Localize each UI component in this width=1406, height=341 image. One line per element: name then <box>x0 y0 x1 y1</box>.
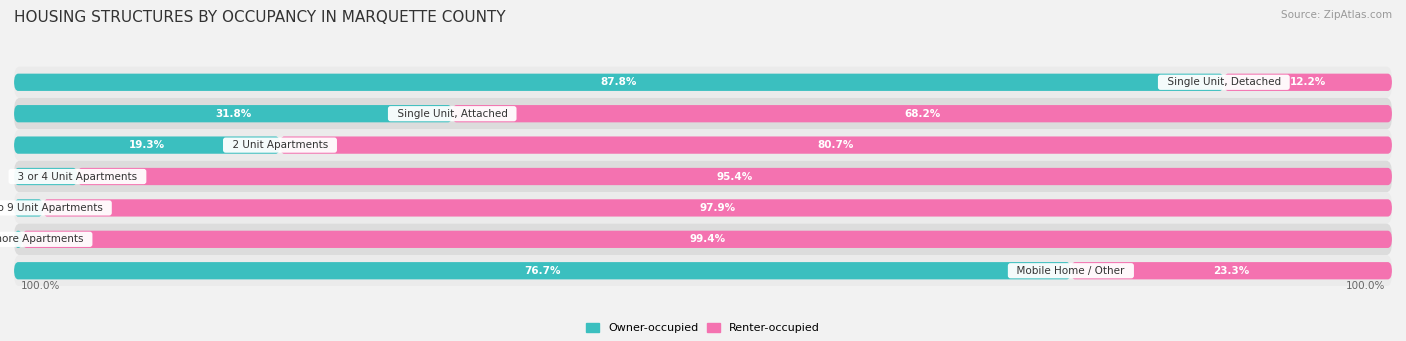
FancyBboxPatch shape <box>77 168 1392 185</box>
Text: 80.7%: 80.7% <box>818 140 855 150</box>
FancyBboxPatch shape <box>14 199 44 217</box>
Text: Mobile Home / Other: Mobile Home / Other <box>1011 266 1132 276</box>
FancyBboxPatch shape <box>14 231 22 248</box>
Text: 4.6%: 4.6% <box>39 172 66 181</box>
Text: 5 to 9 Unit Apartments: 5 to 9 Unit Apartments <box>0 203 110 213</box>
FancyBboxPatch shape <box>14 74 1223 91</box>
FancyBboxPatch shape <box>14 136 280 154</box>
FancyBboxPatch shape <box>1223 74 1392 91</box>
FancyBboxPatch shape <box>14 161 1392 192</box>
Text: 3 or 4 Unit Apartments: 3 or 4 Unit Apartments <box>11 172 143 181</box>
FancyBboxPatch shape <box>14 224 1392 255</box>
FancyBboxPatch shape <box>14 192 1392 224</box>
Text: 19.3%: 19.3% <box>129 140 165 150</box>
Text: 10 or more Apartments: 10 or more Apartments <box>0 234 90 244</box>
Text: 95.4%: 95.4% <box>717 172 752 181</box>
FancyBboxPatch shape <box>1071 262 1392 279</box>
Text: Single Unit, Detached: Single Unit, Detached <box>1160 77 1286 87</box>
FancyBboxPatch shape <box>14 168 77 185</box>
Text: Source: ZipAtlas.com: Source: ZipAtlas.com <box>1281 10 1392 20</box>
Text: 68.2%: 68.2% <box>904 109 941 119</box>
FancyBboxPatch shape <box>14 105 453 122</box>
Text: 100.0%: 100.0% <box>21 281 60 291</box>
FancyBboxPatch shape <box>14 262 1071 279</box>
FancyBboxPatch shape <box>44 199 1392 217</box>
Text: 0.6%: 0.6% <box>0 234 11 244</box>
Text: 99.4%: 99.4% <box>689 234 725 244</box>
FancyBboxPatch shape <box>280 136 1392 154</box>
FancyBboxPatch shape <box>14 66 1392 98</box>
FancyBboxPatch shape <box>22 231 1392 248</box>
Text: 100.0%: 100.0% <box>1346 281 1385 291</box>
Text: 76.7%: 76.7% <box>524 266 561 276</box>
Text: 87.8%: 87.8% <box>600 77 637 87</box>
Text: 12.2%: 12.2% <box>1289 77 1326 87</box>
FancyBboxPatch shape <box>453 105 1392 122</box>
FancyBboxPatch shape <box>14 98 1392 129</box>
Text: 2 Unit Apartments: 2 Unit Apartments <box>225 140 335 150</box>
Text: 2.1%: 2.1% <box>6 203 32 213</box>
Legend: Owner-occupied, Renter-occupied: Owner-occupied, Renter-occupied <box>586 323 820 333</box>
Text: Single Unit, Attached: Single Unit, Attached <box>391 109 515 119</box>
Text: HOUSING STRUCTURES BY OCCUPANCY IN MARQUETTE COUNTY: HOUSING STRUCTURES BY OCCUPANCY IN MARQU… <box>14 10 506 25</box>
Text: 31.8%: 31.8% <box>215 109 252 119</box>
FancyBboxPatch shape <box>14 129 1392 161</box>
Text: 97.9%: 97.9% <box>699 203 735 213</box>
FancyBboxPatch shape <box>14 255 1392 286</box>
Text: 23.3%: 23.3% <box>1213 266 1250 276</box>
